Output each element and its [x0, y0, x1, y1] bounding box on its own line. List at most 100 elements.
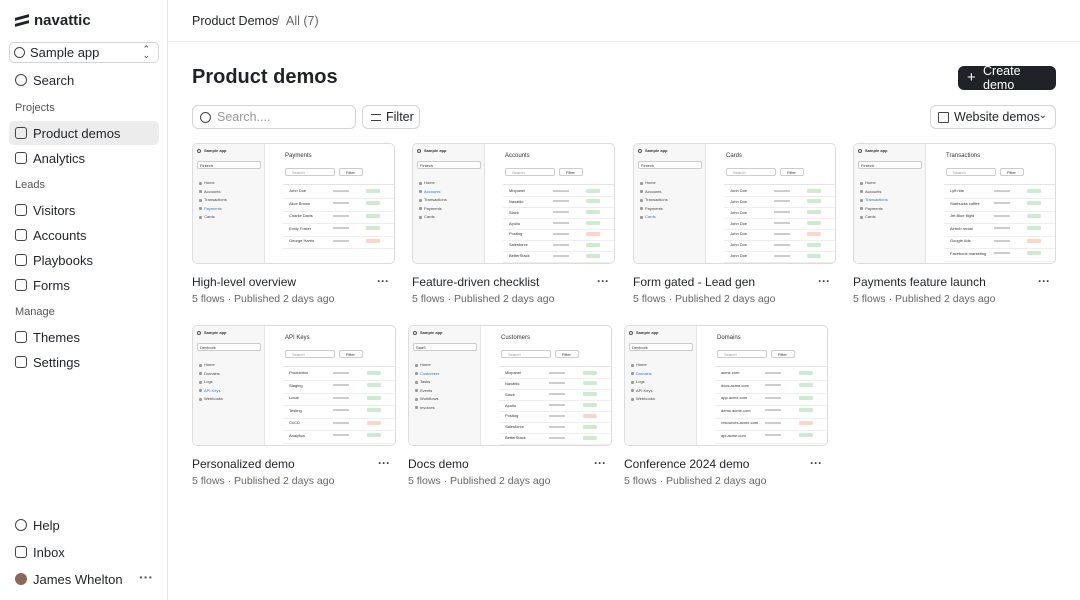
thumbnail[interactable]: Sample app SaaS Home Customers Tasks Events Wo… — [408, 325, 612, 446]
nav-item[interactable]: Forms — [9, 273, 159, 297]
avatar — [15, 573, 27, 585]
thumb-row-line — [499, 400, 611, 401]
more-button[interactable]: ··· — [139, 569, 153, 585]
nav-item[interactable]: Inbox — [9, 540, 159, 564]
demo-card[interactable]: Sample app Fintech Home Accounts Transaction… — [412, 143, 615, 308]
view-select[interactable]: Website demos ⌄ — [930, 105, 1056, 129]
thumb-app-icon — [858, 149, 862, 153]
more-button[interactable]: ··· — [810, 456, 822, 470]
thumb-status — [586, 199, 600, 204]
thumb-filter: Filter — [339, 168, 363, 176]
demo-meta: 5 flows · Published 2 days ago — [192, 293, 335, 305]
filter-button[interactable]: Filter — [362, 105, 420, 129]
thumb-row: Staging — [289, 382, 303, 388]
thumb-row-line — [499, 389, 611, 390]
thumb-heading: Accounts — [505, 153, 530, 159]
thumb-status — [367, 383, 381, 387]
nav-item[interactable]: Help — [9, 513, 159, 537]
thumbnail[interactable]: Sample app Devtools Home Domains Logs API Key… — [192, 325, 396, 446]
thumb-cell — [553, 211, 569, 214]
demo-title[interactable]: Docs demo — [408, 457, 469, 471]
more-button[interactable]: ··· — [594, 456, 606, 470]
search-input[interactable]: Search.... — [192, 105, 356, 129]
demo-title[interactable]: Form gated - Lead gen — [633, 275, 756, 289]
nav-item[interactable]: Accounts — [9, 223, 159, 247]
thumbnail[interactable]: Sample app Fintech Home Accounts Transaction… — [192, 143, 395, 264]
user[interactable]: James Whelton ··· — [9, 567, 159, 591]
demo-title[interactable]: Payments feature launch — [853, 275, 986, 289]
thumb-status — [807, 253, 821, 258]
more-button[interactable]: ··· — [378, 456, 390, 470]
workspace-select[interactable]: Sample app ⌃ ⌄ — [9, 42, 159, 63]
demo-card[interactable]: Sample app Fintech Home Accounts Transaction… — [192, 143, 395, 308]
thumb-row: Jet Blue flight — [950, 213, 975, 218]
thumb-nav: Events — [420, 387, 433, 393]
demo-meta: 5 flows · Published 2 days ago — [192, 475, 335, 487]
thumb-cell — [333, 421, 349, 424]
thumb-status — [366, 238, 380, 243]
demo-card[interactable]: Sample app SaaS Home Customers Tasks Events Wo… — [408, 325, 612, 490]
nav-item[interactable]: Themes — [9, 325, 159, 349]
thumb-row-line — [503, 228, 614, 230]
more-button[interactable]: ··· — [818, 274, 830, 288]
breadcrumb-item[interactable]: Product Demos — [192, 14, 279, 28]
thumb-nav: Cards — [865, 214, 876, 219]
thumb-nav-icon — [199, 207, 202, 210]
thumb-status — [586, 210, 600, 215]
section-heading: Projects — [15, 102, 55, 114]
more-button[interactable]: ··· — [597, 274, 609, 288]
demo-card[interactable]: Sample app Devtools Home Domains Logs API Key… — [624, 325, 828, 490]
thumb-row: Mixpanel — [509, 188, 526, 193]
thumb-row: Mixpanel — [505, 370, 522, 375]
thumb-nav: Domains — [636, 370, 652, 376]
thumb-cell — [774, 200, 790, 203]
thumb-nav-icon — [419, 207, 422, 210]
thumb-nav: Home — [645, 180, 656, 185]
thumb-app-icon — [413, 331, 417, 335]
thumb-row: John Doe — [730, 209, 748, 215]
thumb-nav: Home — [420, 362, 431, 367]
main: Product Demos / All (7) Product demos Create… — [168, 0, 1080, 600]
demo-title[interactable]: Feature-driven checklist — [412, 275, 540, 289]
thumb-row: Navattic — [505, 380, 520, 386]
thumb-status — [366, 201, 380, 205]
more-button[interactable]: ··· — [377, 274, 389, 288]
thumbnail[interactable]: Sample app Devtools Home Domains Logs API Key… — [624, 325, 828, 446]
thumb-status — [583, 381, 597, 386]
chevron: ⌄ — [1038, 110, 1047, 121]
nav-item[interactable]: Product demos — [9, 121, 159, 145]
demo-card[interactable]: Sample app Devtools Home Domains Logs API Key… — [192, 325, 396, 490]
thumb-app: Sample app — [636, 330, 659, 335]
demo-title[interactable]: Personalized demo — [192, 457, 295, 471]
thumb-status — [1027, 226, 1041, 230]
thumbnail[interactable]: Sample app Fintech Home Accounts Transaction… — [412, 143, 615, 264]
thumb-cell — [333, 239, 349, 242]
nav-item[interactable]: Visitors — [9, 198, 159, 222]
more-button[interactable]: ··· — [1038, 274, 1050, 288]
thumb-heading: Customers — [501, 335, 531, 341]
thumbnail[interactable]: Sample app Fintech Home Accounts Transaction… — [853, 143, 1056, 264]
nav-item[interactable]: Playbooks — [9, 248, 159, 272]
demo-title[interactable]: Conference 2024 demo — [624, 457, 750, 471]
create-button[interactable]: Create demo + — [958, 64, 1056, 92]
thumb-status — [799, 395, 813, 400]
thumb-nav-icon — [415, 389, 418, 392]
nav-icon — [15, 127, 27, 139]
thumb-row-line — [715, 442, 827, 443]
nav-item[interactable]: Analytics — [9, 146, 159, 170]
nav-icon — [15, 546, 27, 558]
thumb-status — [583, 435, 597, 440]
thumb-nav: Customers — [420, 370, 440, 376]
nav-item[interactable]: Settings — [9, 350, 159, 374]
thumb-cell — [553, 243, 569, 246]
nav-item[interactable]: Search — [9, 68, 159, 92]
thumb-cell — [549, 404, 565, 407]
thumbnail[interactable]: Sample app Fintech Home Accounts Transaction… — [633, 143, 836, 264]
thumb-row-line — [503, 250, 614, 252]
demo-title[interactable]: High-level overview — [192, 275, 297, 289]
demo-card[interactable]: Sample app Fintech Home Accounts Transaction… — [633, 143, 836, 308]
breadcrumb-item[interactable]: All (7) — [286, 14, 319, 28]
demo-card[interactable]: Sample app Fintech Home Accounts Transaction… — [853, 143, 1056, 308]
grid-icon — [938, 112, 949, 123]
